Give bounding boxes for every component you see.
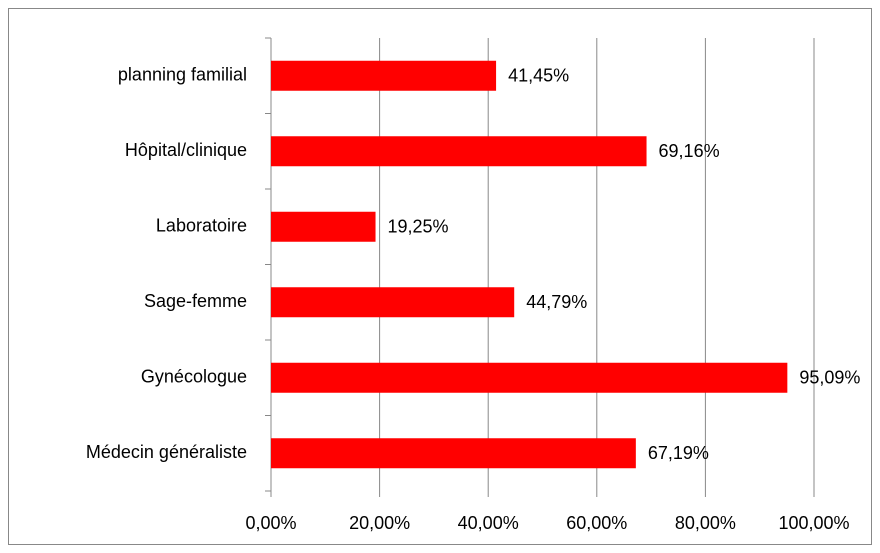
bar <box>271 362 788 393</box>
x-tick-label: 20,00% <box>349 513 410 533</box>
x-tick-label: 100,00% <box>778 513 849 533</box>
bar <box>271 211 376 242</box>
y-tick-label: Gynécologue <box>141 367 247 387</box>
bar <box>271 438 636 469</box>
value-label: 67,19% <box>648 443 709 463</box>
value-label: 95,09% <box>799 368 860 388</box>
y-tick-label: Hôpital/clinique <box>125 140 247 160</box>
value-label: 69,16% <box>659 141 720 161</box>
value-label: 44,79% <box>526 292 587 312</box>
bar <box>271 136 647 167</box>
y-tick-label: Médecin généraliste <box>86 442 247 462</box>
x-tick-label: 0,00% <box>245 513 296 533</box>
value-label: 19,25% <box>388 217 449 237</box>
x-tick-label: 40,00% <box>458 513 519 533</box>
y-tick-label: Sage-femme <box>144 291 247 311</box>
x-tick-label: 80,00% <box>675 513 736 533</box>
value-label: 41,45% <box>508 66 569 86</box>
y-tick-label: Laboratoire <box>156 216 247 236</box>
y-tick-label: planning familial <box>118 65 247 85</box>
bar <box>271 60 497 91</box>
x-tick-label: 60,00% <box>566 513 627 533</box>
bar <box>271 287 515 318</box>
